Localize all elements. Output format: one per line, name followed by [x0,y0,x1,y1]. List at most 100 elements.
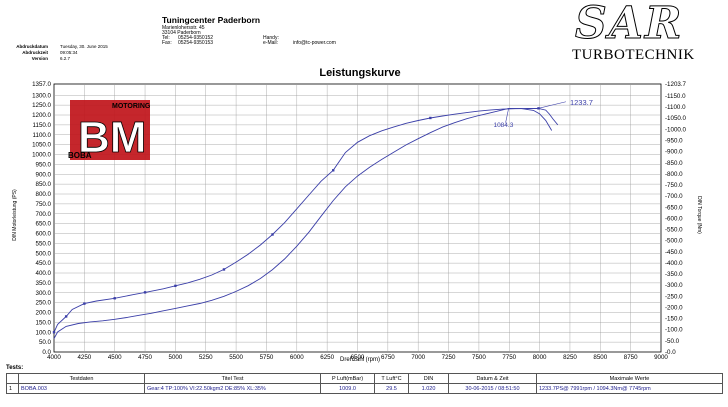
x-tick: 7000 [411,354,425,361]
y-tick-left: 1000.0 [32,152,51,159]
chart-grid [53,83,662,353]
y-tick-right: -150.0 [665,316,683,323]
y-tick-right: -850.0 [665,160,683,167]
tests-table: Testdaten Titel Test P Luft(mBar) T Luft… [6,373,723,394]
fax-label: Fax: [162,40,172,46]
y-tick-right: -1050.0 [665,115,687,122]
email-value: info@tc-power.com [293,40,336,46]
right-axis-ticks: -0.0 -50.0 -100.0 -150.0 -200.0 -250.0 -300.0 -… [665,81,687,356]
x-tick: 9000 [654,354,668,361]
y-tick-right: -600.0 [665,215,683,222]
y-tick-right: -900.0 [665,149,683,156]
row-din: 1.020 [408,383,449,394]
x-tick: 8000 [533,354,547,361]
y-tick-right: -1150.0 [665,93,686,100]
chart-series: 1233.7 1084.3 [52,98,593,339]
row-testdata: BOBA.003 [18,383,145,394]
x-tick: 6000 [290,354,304,361]
power-point [113,297,116,300]
version-value: 6.2.7 [60,56,71,61]
y-tick-left: 500.0 [36,250,52,257]
y-tick-left: 1300.0 [32,92,51,99]
power-point [332,169,335,172]
y-tick-right: -700.0 [665,193,683,200]
row-pressure: 1009.0 [320,383,375,394]
col-header-temp: T Luft°C [374,373,409,384]
power-series-line [53,107,559,333]
row-datetime: 30-06-2015 / 08:51:50 [448,383,537,394]
dm-logo-bottom: BOBA [68,151,92,160]
max-power-leader [538,101,567,109]
x-tick: 8250 [563,354,577,361]
y-tick-left: 1150.0 [33,122,52,129]
col-header-pressure: P Luft(mBar) [320,373,375,384]
power-point [64,315,68,318]
y-tick-left: 1357.0 [32,81,51,88]
x-tick: 8750 [624,354,638,361]
y-tick-right: -550.0 [665,227,683,234]
max-power-label: 1233.7 [570,98,593,107]
y-tick-left: 350.0 [36,280,52,287]
y-tick-left: 250.0 [36,300,52,307]
y-tick-left: 50.0 [39,339,52,346]
power-point [222,268,226,271]
print-time-value: 09:05:34 [60,50,78,55]
power-point [143,291,147,294]
print-date-label: Abdruckdatum [16,44,48,49]
y-tick-right: -950.0 [665,137,683,144]
dm-logo-letters: BM [78,113,146,162]
x-tick: 5750 [260,354,274,361]
row-max-values: 1233.7PS@ 7991rpm / 1094.3Nm@ 7745rpm [536,383,723,394]
y-tick-left: 1250.0 [32,102,51,109]
x-tick: 4500 [108,354,122,361]
y-tick-left: 900.0 [36,171,52,178]
tests-section-title: Tests: [6,365,24,371]
x-tick: 6250 [320,354,334,361]
left-axis-label: DIN Motorleistung (PS) [12,189,18,241]
col-header-testdata: Testdaten [18,373,145,384]
x-tick: 7250 [442,354,456,361]
table-row[interactable]: 1 BOBA.003 Gear:4 TP:100% VI:22.50kgm2 D… [6,383,723,394]
x-tick: 4750 [138,354,152,361]
y-tick-left: 950.0 [36,161,52,168]
torque-series-line [53,107,553,339]
row-index: 1 [6,383,19,394]
print-time-label: Abdruckzeit [22,50,48,55]
y-tick-right: -800.0 [665,171,683,178]
x-axis-ticks: 4000 4250 4500 4750 5000 5250 5500 5750 6000 6250… [47,354,668,361]
turbotechnik-logo: TURBOTECHNIK [572,47,695,63]
col-header-datetime: Datum & Zeit [448,373,537,384]
y-tick-left: 550.0 [36,240,52,247]
tests-header-row: Testdaten Titel Test P Luft(mBar) T Luft… [6,373,723,384]
x-tick: 5250 [199,354,213,361]
power-point [271,233,274,236]
row-temp: 29.5 [374,383,409,394]
x-tick: 7750 [502,354,516,361]
y-tick-right: -500.0 [665,238,683,245]
y-tick-right: -400.0 [665,260,683,267]
chart-title: Leistungskurve [319,67,401,79]
y-tick-right: -750.0 [665,182,683,189]
handy-label: Handy: [263,35,279,41]
y-tick-right: -0.0 [665,349,676,356]
y-tick-left: 650.0 [36,221,52,228]
y-tick-right: -300.0 [665,282,683,289]
y-tick-left: 750.0 [36,201,52,208]
y-tick-left: 1100.0 [33,132,52,139]
y-tick-right: -1203.7 [665,81,687,88]
company-street: Marienlohersstr. 45 [162,25,205,31]
fax-value: 05254-9350153 [178,40,214,46]
left-axis-ticks: 0.0 50.0 100.0 150.0 200.0 250.0 300.0 350.0 400… [32,81,51,356]
y-tick-right: -200.0 [665,304,683,311]
y-tick-left: 600.0 [36,231,52,238]
y-tick-right: -350.0 [665,271,683,278]
x-tick: 4250 [77,354,91,361]
y-tick-left: 0.0 [42,349,51,356]
y-tick-right: -650.0 [665,204,683,211]
power-point [537,107,540,110]
tel-label: Tel: [162,35,170,41]
dm-motoring-logo: MOTORING BM BOBA [68,100,151,162]
x-tick: 6750 [381,354,395,361]
company-city: 33104 Paderborn [162,30,201,36]
y-tick-left: 850.0 [36,181,52,188]
